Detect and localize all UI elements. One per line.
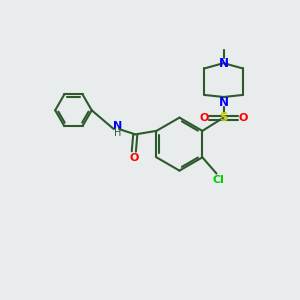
Text: O: O bbox=[200, 112, 209, 123]
Text: O: O bbox=[238, 112, 248, 123]
Text: N: N bbox=[219, 96, 229, 109]
Text: O: O bbox=[129, 153, 139, 163]
Text: H: H bbox=[114, 128, 121, 138]
Text: N: N bbox=[113, 121, 122, 130]
Text: Cl: Cl bbox=[212, 175, 224, 185]
Text: N: N bbox=[219, 57, 229, 70]
Text: S: S bbox=[219, 111, 228, 124]
